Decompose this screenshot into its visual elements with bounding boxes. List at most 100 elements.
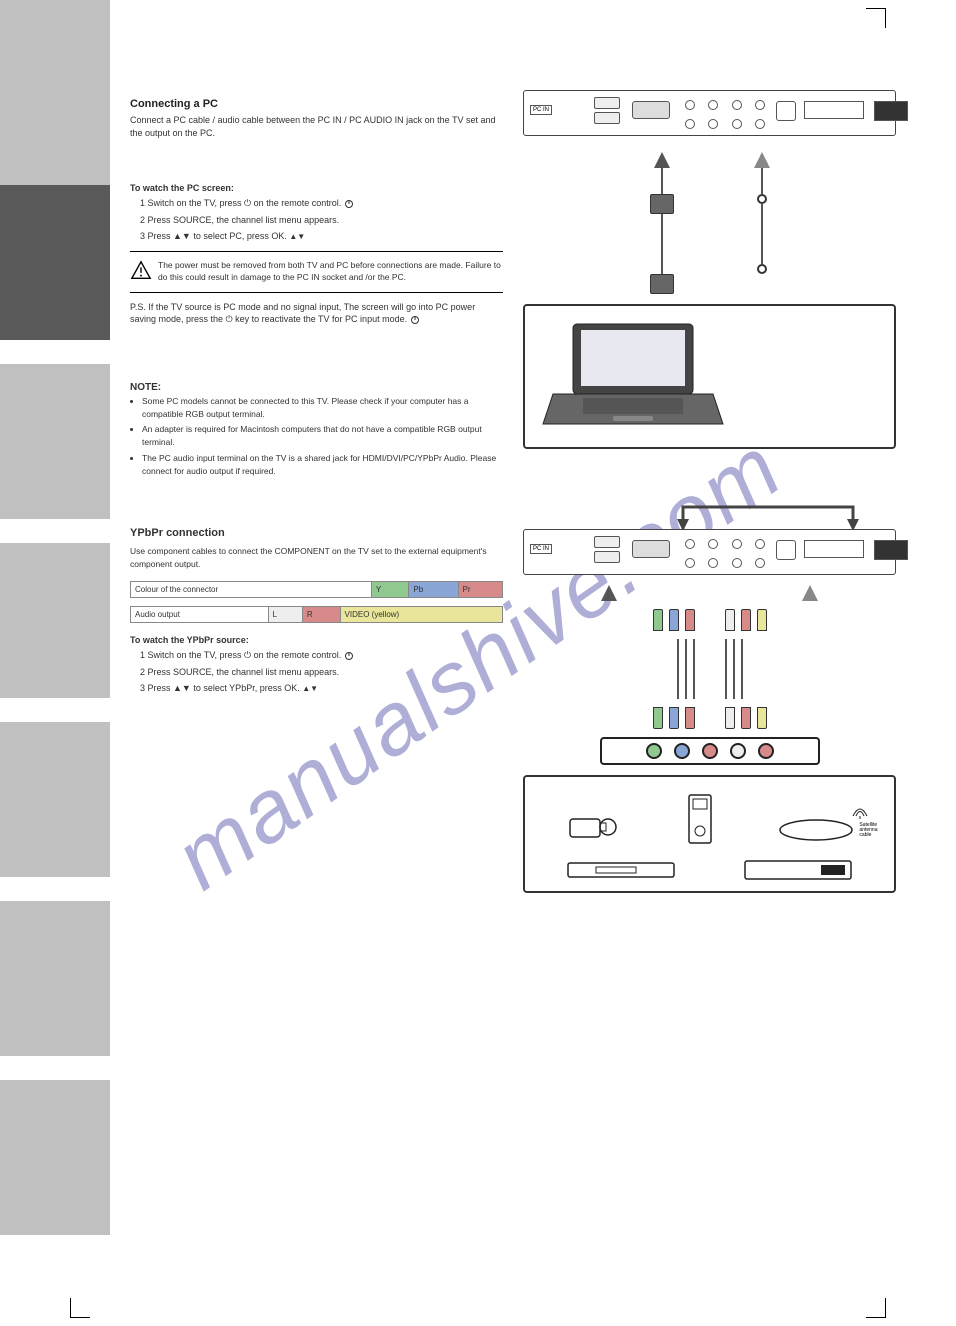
ypbpr-steps: 1 Switch on the TV, press ⏻ on the remot… <box>140 649 503 695</box>
device-output-bar <box>600 737 820 765</box>
hdmi-stack-icon-2 <box>594 536 620 568</box>
ct1-label: Colour of the connector <box>131 581 372 597</box>
ypbpr-diagram: PC IN <box>523 529 896 893</box>
game-console-icon <box>685 791 715 847</box>
ypbpr-step-3: 3 Press ▲▼ to select YPbPr, press OK. ▲▼ <box>140 682 503 695</box>
pc-steps: 1 Switch on the TV, press ⏻ on the remot… <box>140 197 503 243</box>
ypbpr-step-3-text: 3 Press ▲▼ to select YPbPr, press OK. <box>140 683 300 693</box>
pc-ps-text: P.S. If the TV source is PC mode and no … <box>130 302 475 325</box>
jack-green-icon <box>646 743 662 759</box>
pc-step-1-text: 1 Switch on the TV, press ⏻ on the remot… <box>140 198 341 208</box>
rca-plug-red2-icon-2 <box>741 707 751 729</box>
audio-jack-icon-2 <box>757 264 767 274</box>
rca-plug-red-icon <box>685 609 695 631</box>
left-column: Connecting a PC Connect a PC cable / aud… <box>130 90 503 893</box>
ct1-y: Y <box>371 581 408 597</box>
side-tab-5 <box>0 722 110 877</box>
audio-jack-icon <box>757 194 767 204</box>
audio-cable-col <box>754 152 770 294</box>
component-plugs-bottom <box>653 707 695 729</box>
color-table-1: Colour of the connector Y Pb Pr <box>130 581 503 598</box>
divider-bottom <box>130 292 503 293</box>
warning-triangle-icon <box>130 260 152 282</box>
rca-grid-icon <box>680 97 770 131</box>
ypbpr-bottom-plugs <box>523 707 896 729</box>
rca-plug-yellow-icon-2 <box>757 707 767 729</box>
rear-panel-pc: PC IN <box>523 90 896 136</box>
note-item-3: The PC audio input terminal on the TV is… <box>142 452 503 478</box>
av-plugs-top <box>725 609 767 631</box>
pc-step-2: 2 Press SOURCE, the channel list menu ap… <box>140 214 503 227</box>
ypbpr-steps-title: To watch the YPbPr source: <box>130 635 503 645</box>
pc-ps-note: P.S. If the TV source is PC mode and no … <box>130 301 503 326</box>
pc-diagram: PC IN <box>523 90 896 449</box>
up-down-icon-2: ▲▼ <box>302 683 318 694</box>
ct2-r: R <box>302 606 340 622</box>
rca-plug-blue-icon-2 <box>669 707 679 729</box>
vga-connector-icon <box>650 194 674 214</box>
power-icon-2 <box>410 315 420 325</box>
pc-steps-title: To watch the PC screen: <box>130 183 503 193</box>
devices-row-top: Satellite antenna cable <box>533 791 886 847</box>
color-table-2: Audio output L R VIDEO (yellow) <box>130 606 503 623</box>
pc-section-intro: Connect a PC cable / audio cable between… <box>130 114 503 139</box>
warning-row: The power must be removed from both TV a… <box>130 260 503 284</box>
notes-list: Some PC models cannot be connected to th… <box>142 395 503 478</box>
ypbpr-title: YPbPr connection <box>130 527 503 539</box>
rca-plug-white-icon <box>725 609 735 631</box>
notes-block: NOTE: Some PC models cannot be connected… <box>130 382 503 478</box>
rca-plug-red-icon-2 <box>685 707 695 729</box>
side-tab-4 <box>0 543 110 698</box>
vga-connector-icon-2 <box>650 274 674 294</box>
ct1-pr: Pr <box>458 581 502 597</box>
rca-plug-red2-icon <box>741 609 751 631</box>
pc-in-label-2: PC IN <box>530 544 552 554</box>
laptop-icon <box>533 314 733 434</box>
table-row: Colour of the connector Y Pb Pr <box>131 581 503 597</box>
laptop-frame <box>523 304 896 449</box>
jack-red2-icon <box>758 743 774 759</box>
notes-title: NOTE: <box>130 382 503 393</box>
right-column: PC IN <box>523 90 896 893</box>
ypbpr-arrows <box>523 585 896 601</box>
pc-step-3-text: 3 Press ▲▼ to select PC, press OK. <box>140 231 287 241</box>
power-icon-3 <box>344 651 354 661</box>
jack-white-icon <box>730 743 746 759</box>
side-tabs <box>0 0 110 1326</box>
arrow-up-icon-4 <box>802 585 818 601</box>
ypbpr-step-1: 1 Switch on the TV, press ⏻ on the remot… <box>140 649 503 662</box>
crop-mark-tr <box>866 8 886 28</box>
jack-blue-icon <box>674 743 690 759</box>
hdmi-stack-icon <box>594 97 620 129</box>
rca-plug-yellow-icon <box>757 609 767 631</box>
ci-slot-icon <box>804 101 864 119</box>
rca-plug-green-icon-2 <box>653 707 663 729</box>
rca-plug-white-icon-2 <box>725 707 735 729</box>
table-row: Audio output L R VIDEO (yellow) <box>131 606 503 622</box>
satellite-label: Satellite antenna cable <box>859 823 877 838</box>
rca-grid-icon-2 <box>680 536 770 570</box>
ct1-pb: Pb <box>409 581 458 597</box>
ci-slot-icon-2 <box>804 540 864 558</box>
pc-section-title: Connecting a PC <box>130 98 503 110</box>
camcorder-icon <box>564 807 624 847</box>
side-tab-7 <box>0 1080 110 1235</box>
rear-panel-ypbpr: PC IN <box>523 529 896 575</box>
arrow-up-icon <box>654 152 670 168</box>
rca-plug-green-icon <box>653 609 663 631</box>
page-content: Connecting a PC Connect a PC cable / aud… <box>130 90 896 893</box>
rf-port-icon-2 <box>776 540 796 560</box>
ypbpr-desc: Use component cables to connect the COMP… <box>130 545 503 571</box>
ypbpr-step-1-text: 1 Switch on the TV, press ⏻ on the remot… <box>140 650 341 660</box>
crop-mark-br <box>866 1298 886 1318</box>
up-down-icon: ▲▼ <box>289 231 305 242</box>
settop-box-icon <box>776 815 856 845</box>
jack-red-icon <box>702 743 718 759</box>
devices-row-bottom <box>533 857 886 883</box>
arrow-up-icon-2 <box>754 152 770 168</box>
dvd-player-icon <box>566 857 676 883</box>
vga-port-icon-2 <box>632 540 670 558</box>
ct2-l: L <box>268 606 302 622</box>
note-item-2: An adapter is required for Macintosh com… <box>142 423 503 449</box>
arrow-up-icon-3 <box>601 585 617 601</box>
